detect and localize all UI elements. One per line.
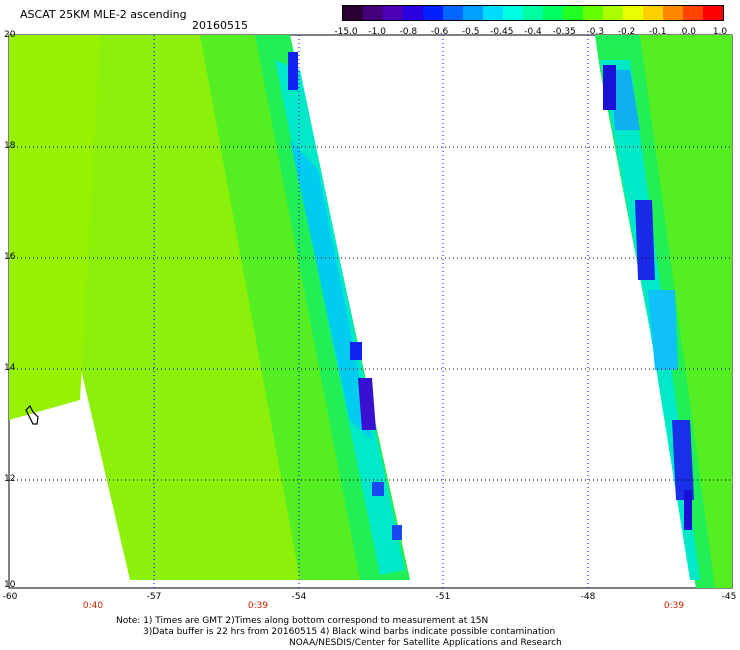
map-date: 20160515 — [192, 19, 248, 32]
swath-east-lightblue-1 — [612, 70, 640, 130]
colorbar-segment — [463, 6, 483, 20]
lon-label-57: -57 — [146, 592, 162, 602]
colorbar-tick-label: 0.0 — [681, 27, 696, 37]
colorbar-segment — [483, 6, 503, 20]
swath-west — [9, 35, 410, 580]
colorbar-tick-label: -0.4 — [524, 27, 542, 37]
colorbar-segment — [663, 6, 683, 20]
colorbar-segment — [443, 6, 463, 20]
swath-east — [595, 35, 732, 588]
colorbar-segment — [683, 6, 703, 20]
colorbar-tick-label: -0.6 — [430, 27, 449, 37]
colorbar-segment — [403, 6, 423, 20]
colorbar-tick-label: -0.2 — [617, 27, 636, 37]
lat-label-14: 14 — [4, 363, 16, 373]
swath-west-blue-3 — [372, 482, 384, 496]
footer-credit: NOAA/NESDIS/Center for Satellite Applica… — [289, 638, 562, 648]
swath-east-blue-4 — [684, 490, 692, 530]
swath-west-blue-2 — [350, 342, 362, 360]
swath-east-green — [640, 35, 732, 588]
lon-label-51: -51 — [435, 592, 451, 602]
swath-east-blue-2 — [635, 200, 655, 280]
swath-west-blue-1 — [288, 52, 298, 90]
colorbar-tick-label: -0.35 — [552, 27, 576, 37]
colorbar-segment — [363, 6, 383, 20]
colorbar-segment — [583, 6, 603, 20]
island-outline — [25, 404, 39, 425]
swath-east-lightblue-2 — [648, 290, 678, 370]
lon-label-60: -60 — [2, 592, 18, 602]
swath-west-purple — [358, 378, 376, 430]
colorbar-tick-label: -0.8 — [399, 27, 418, 37]
colorbar-tick-label: -0.3 — [586, 27, 605, 37]
lat-label-20: 20 — [4, 30, 16, 40]
colorbar-segment — [523, 6, 543, 20]
lon-label-48: -48 — [580, 592, 596, 602]
colorbar-segment — [603, 6, 623, 20]
colorbar-segment — [563, 6, 583, 20]
colorbar-tick-label: -15.0 — [334, 27, 358, 37]
map-title: ASCAT 25KM MLE-2 ascending — [20, 8, 187, 21]
colorbar-tick-label: -0.45 — [490, 27, 514, 37]
colorbar-segment — [423, 6, 443, 20]
colorbar-segment — [383, 6, 403, 20]
time-label-1: 0:40 — [82, 601, 104, 611]
colorbar-tick-label: -1.0 — [368, 27, 386, 37]
colorbar-segment — [503, 6, 523, 20]
time-label-2: 0:39 — [247, 601, 269, 611]
swath-east-blue-1 — [603, 65, 616, 110]
colorbar-segment — [343, 6, 363, 20]
colorbar-segment — [703, 6, 723, 20]
colorbar — [342, 5, 724, 21]
footer-note-1: Note: 1) Times are GMT 2)Times along bot… — [116, 616, 489, 626]
lat-label-10: 10 — [4, 580, 16, 590]
lon-label-54: -54 — [291, 592, 307, 602]
colorbar-tick-label: -0.1 — [648, 27, 667, 37]
colorbar-segment — [623, 6, 643, 20]
swath-west-blue-4 — [392, 525, 402, 540]
time-label-3: 0:39 — [663, 601, 685, 611]
swath-west-shade — [9, 35, 100, 420]
colorbar-tick-label: -0.5 — [461, 27, 480, 37]
swath-west-lightblue — [290, 140, 372, 440]
lat-label-18: 18 — [4, 141, 16, 151]
colorbar-segment — [643, 6, 663, 20]
colorbar-tick-label: 1.0 — [712, 27, 728, 37]
colorbar-segment — [543, 6, 563, 20]
footer-note-2: 3)Data buffer is 22 hrs from 20160515 4)… — [143, 627, 556, 637]
lon-label-45: -45 — [721, 592, 737, 602]
lat-label-12: 12 — [4, 474, 16, 484]
gridlines — [9, 35, 732, 588]
lat-label-16: 16 — [4, 252, 16, 262]
